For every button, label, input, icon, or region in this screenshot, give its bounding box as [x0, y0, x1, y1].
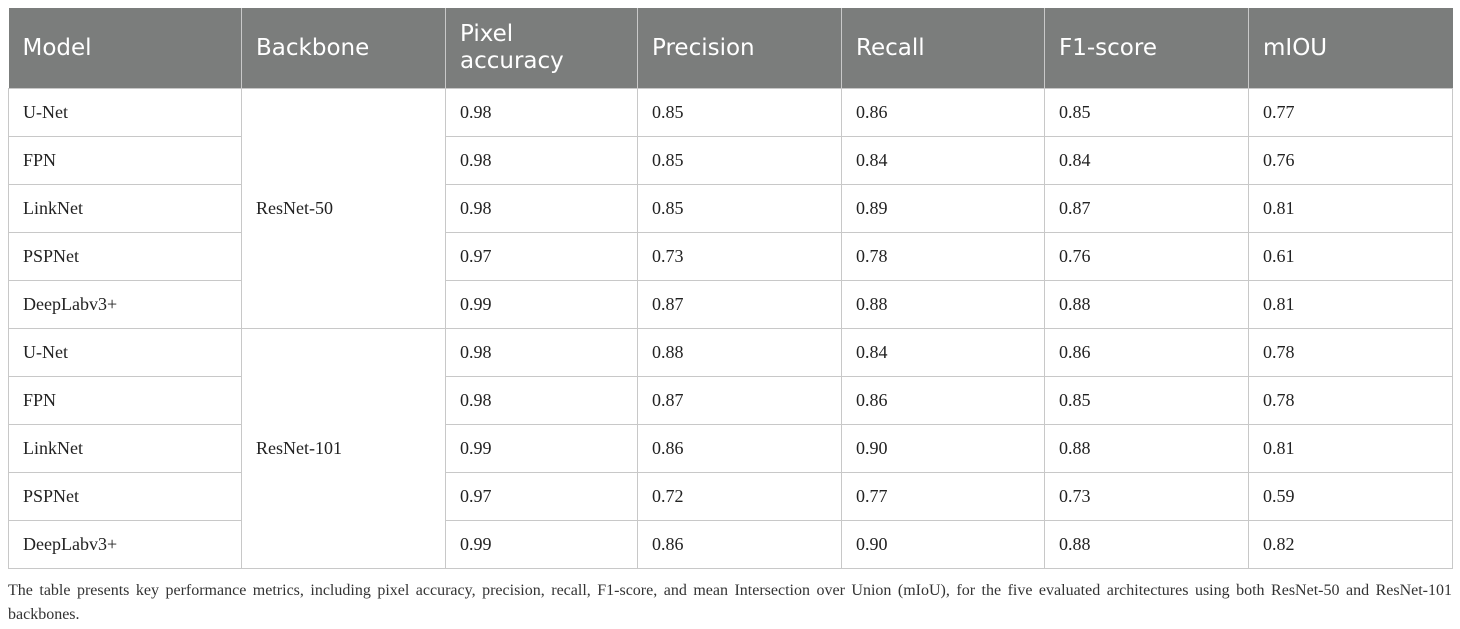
- recall-cell: 0.86: [841, 376, 1045, 425]
- recall-cell: 0.88: [841, 280, 1045, 329]
- model-cell: FPN: [8, 376, 242, 425]
- miou-cell: 0.59: [1248, 472, 1453, 521]
- f1-score-cell: 0.86: [1044, 328, 1249, 377]
- table-row: DeepLabv3+ 0.99 0.86 0.90 0.88 0.82: [8, 520, 1453, 569]
- recall-cell: 0.89: [841, 184, 1045, 233]
- pixel-accuracy-cell: 0.98: [445, 136, 638, 185]
- recall-cell: 0.77: [841, 472, 1045, 521]
- pixel-accuracy-cell: 0.97: [445, 472, 638, 521]
- model-cell: DeepLabv3+: [8, 520, 242, 569]
- model-cell: U-Net: [8, 328, 242, 377]
- miou-cell: 0.78: [1248, 376, 1453, 425]
- f1-score-cell: 0.88: [1044, 520, 1249, 569]
- table-row: PSPNet 0.97 0.72 0.77 0.73 0.59: [8, 472, 1453, 521]
- f1-score-cell: 0.88: [1044, 280, 1249, 329]
- pixel-accuracy-cell: 0.98: [445, 328, 638, 377]
- model-cell: LinkNet: [8, 184, 242, 233]
- miou-cell: 0.81: [1248, 280, 1453, 329]
- header-miou: mIOU: [1248, 8, 1453, 89]
- backbone-cell: ResNet-101: [241, 328, 446, 569]
- header-row: Model Backbone Pixel accuracy Precision …: [8, 8, 1453, 89]
- model-cell: PSPNet: [8, 232, 242, 281]
- miou-cell: 0.78: [1248, 328, 1453, 377]
- f1-score-cell: 0.73: [1044, 472, 1249, 521]
- pixel-accuracy-cell: 0.99: [445, 280, 638, 329]
- miou-cell: 0.82: [1248, 520, 1453, 569]
- pixel-accuracy-cell: 0.99: [445, 424, 638, 473]
- model-cell: DeepLabv3+: [8, 280, 242, 329]
- precision-cell: 0.88: [637, 328, 842, 377]
- precision-cell: 0.85: [637, 184, 842, 233]
- model-cell: U-Net: [8, 88, 242, 137]
- miou-cell: 0.77: [1248, 88, 1453, 137]
- table-body: U-Net ResNet-50 0.98 0.85 0.86 0.85 0.77 FPN 0.9…: [8, 88, 1453, 569]
- precision-cell: 0.85: [637, 136, 842, 185]
- table-row: U-Net ResNet-50 0.98 0.85 0.86 0.85 0.77: [8, 88, 1453, 329]
- recall-cell: 0.90: [841, 424, 1045, 473]
- table-caption: The table presents key performance metri…: [8, 582, 1452, 623]
- precision-cell: 0.72: [637, 472, 842, 521]
- table-row: U-Net ResNet-101 0.98 0.88 0.84 0.86 0.78: [8, 328, 1453, 569]
- model-cell: LinkNet: [8, 424, 242, 473]
- table-row: LinkNet 0.98 0.85 0.89 0.87 0.81: [8, 184, 1453, 233]
- miou-cell: 0.61: [1248, 232, 1453, 281]
- recall-cell: 0.86: [841, 88, 1045, 137]
- header-backbone: Backbone: [241, 8, 446, 89]
- header-model: Model: [8, 8, 242, 89]
- table-row: PSPNet 0.97 0.73 0.78 0.76 0.61: [8, 232, 1453, 281]
- precision-cell: 0.86: [637, 424, 842, 473]
- pixel-accuracy-cell: 0.97: [445, 232, 638, 281]
- pixel-accuracy-cell: 0.98: [445, 376, 638, 425]
- miou-cell: 0.81: [1248, 184, 1453, 233]
- f1-score-cell: 0.87: [1044, 184, 1249, 233]
- header-recall: Recall: [841, 8, 1045, 89]
- f1-score-cell: 0.84: [1044, 136, 1249, 185]
- f1-score-cell: 0.88: [1044, 424, 1249, 473]
- precision-cell: 0.87: [637, 280, 842, 329]
- table-row: FPN 0.98 0.87 0.86 0.85 0.78: [8, 376, 1453, 425]
- header-pixel-accuracy: Pixel accuracy: [445, 8, 638, 89]
- results-table: Model Backbone Pixel accuracy Precision …: [8, 8, 1453, 569]
- pixel-accuracy-cell: 0.98: [445, 88, 638, 137]
- pixel-accuracy-cell: 0.98: [445, 184, 638, 233]
- model-cell: PSPNet: [8, 472, 242, 521]
- results-table-container: Model Backbone Pixel accuracy Precision …: [8, 8, 1453, 569]
- precision-cell: 0.85: [637, 88, 842, 137]
- f1-score-cell: 0.76: [1044, 232, 1249, 281]
- f1-score-cell: 0.85: [1044, 376, 1249, 425]
- precision-cell: 0.73: [637, 232, 842, 281]
- recall-cell: 0.78: [841, 232, 1045, 281]
- model-cell: FPN: [8, 136, 242, 185]
- precision-cell: 0.86: [637, 520, 842, 569]
- recall-cell: 0.84: [841, 136, 1045, 185]
- miou-cell: 0.76: [1248, 136, 1453, 185]
- precision-cell: 0.87: [637, 376, 842, 425]
- table-row: LinkNet 0.99 0.86 0.90 0.88 0.81: [8, 424, 1453, 473]
- header-precision: Precision: [637, 8, 842, 89]
- header-f1-score: F1-score: [1044, 8, 1249, 89]
- miou-cell: 0.81: [1248, 424, 1453, 473]
- table-row: FPN 0.98 0.85 0.84 0.84 0.76: [8, 136, 1453, 185]
- recall-cell: 0.90: [841, 520, 1045, 569]
- backbone-cell: ResNet-50: [241, 88, 446, 329]
- table-row: DeepLabv3+ 0.99 0.87 0.88 0.88 0.81: [8, 280, 1453, 329]
- recall-cell: 0.84: [841, 328, 1045, 377]
- f1-score-cell: 0.85: [1044, 88, 1249, 137]
- pixel-accuracy-cell: 0.99: [445, 520, 638, 569]
